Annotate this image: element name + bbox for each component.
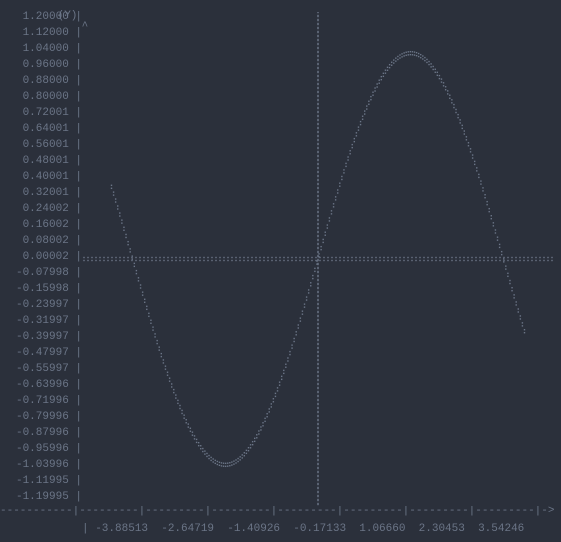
- y-tick: -0.79996 |: [0, 412, 82, 423]
- y-tick: 1.20000 |: [0, 12, 82, 23]
- y-tick: 0.24002 |: [0, 204, 82, 215]
- y-tick: 0.80000 |: [0, 92, 82, 103]
- y-tick: 0.72001 |: [0, 108, 82, 119]
- plot-svg: [82, 12, 554, 506]
- y-tick: -0.31997 |: [0, 316, 82, 327]
- plot-area: [82, 12, 554, 506]
- y-tick: -0.87996 |: [0, 428, 82, 439]
- y-tick: 0.08002 |: [0, 236, 82, 247]
- y-tick: 0.32001 |: [0, 188, 82, 199]
- y-tick: -0.15998 |: [0, 284, 82, 295]
- y-tick: -0.39997 |: [0, 332, 82, 343]
- y-tick: -0.71996 |: [0, 396, 82, 407]
- y-tick: 0.48001 |: [0, 156, 82, 167]
- x-axis-labels: | -3.88513 -2.64719 -1.40926 -0.17133 1.…: [82, 524, 561, 535]
- y-tick: 1.12000 |: [0, 28, 82, 39]
- y-tick: -0.07998 |: [0, 268, 82, 279]
- y-tick: 0.40001 |: [0, 172, 82, 183]
- y-tick: -1.19995 |: [0, 492, 82, 503]
- y-tick: -0.23997 |: [0, 300, 82, 311]
- y-tick: 0.88000 |: [0, 76, 82, 87]
- ascii-sine-chart: (Y) ^ 1.20000 | 1.12000 | 1.04000 | 0.96…: [0, 0, 561, 542]
- x-axis-rule: -----------|---------|---------|--------…: [0, 506, 561, 517]
- y-tick: 1.04000 |: [0, 44, 82, 55]
- y-tick: -1.11995 |: [0, 476, 82, 487]
- y-tick: 0.56001 |: [0, 140, 82, 151]
- axes-dots: [83, 12, 552, 506]
- y-tick: 0.16002 |: [0, 220, 82, 231]
- y-tick: -0.47997 |: [0, 348, 82, 359]
- y-tick: 0.00002 |: [0, 252, 82, 263]
- y-tick: 0.64001 |: [0, 124, 82, 135]
- y-tick: -0.63996 |: [0, 380, 82, 391]
- y-tick: -1.03996 |: [0, 460, 82, 471]
- y-tick: -0.95996 |: [0, 444, 82, 455]
- y-tick: 0.96000 |: [0, 60, 82, 71]
- y-tick: -0.55997 |: [0, 364, 82, 375]
